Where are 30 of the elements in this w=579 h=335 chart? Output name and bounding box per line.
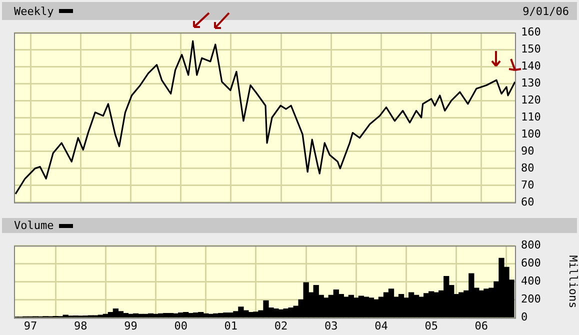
legend-label: Volume bbox=[14, 219, 54, 232]
y-axis-title: Millions bbox=[566, 255, 579, 308]
x-tick-label: 01 bbox=[224, 319, 238, 332]
y-tick-label: 80 bbox=[521, 161, 534, 174]
y-tick-label: 600 bbox=[521, 256, 541, 270]
y-tick-label: 150 bbox=[521, 42, 541, 56]
x-tick-label: 04 bbox=[374, 319, 388, 332]
x-tick-label: 02 bbox=[274, 319, 288, 332]
y-tick-label: 140 bbox=[521, 59, 541, 72]
y-tick-label: 60 bbox=[521, 195, 534, 208]
y-tick-label: 0 bbox=[521, 310, 528, 324]
x-tick-label: 97 bbox=[24, 319, 38, 332]
y-tick-label: 120 bbox=[521, 93, 541, 106]
x-tick-label: 99 bbox=[124, 319, 138, 332]
y-tick-label: 400 bbox=[521, 274, 541, 288]
y-tick-label: 800 bbox=[521, 238, 541, 252]
x-tick-label: 03 bbox=[324, 319, 338, 332]
x-tick-label: 05 bbox=[424, 319, 438, 332]
text: 9/01/06 bbox=[522, 4, 569, 18]
y-tick-label: 70 bbox=[521, 178, 534, 192]
y-tick-label: 160 bbox=[521, 25, 541, 38]
y-tick-label: 200 bbox=[521, 292, 541, 306]
legend-label: Weekly bbox=[14, 4, 54, 18]
x-tick-label: 06 bbox=[474, 319, 488, 332]
y-tick-label: 110 bbox=[521, 110, 541, 124]
y-tick-label: 100 bbox=[521, 127, 541, 140]
y-tick-label: 90 bbox=[521, 144, 534, 158]
x-tick-label: 98 bbox=[74, 319, 88, 332]
y-tick-label: 130 bbox=[521, 76, 541, 90]
x-tick-label: 00 bbox=[174, 319, 188, 332]
